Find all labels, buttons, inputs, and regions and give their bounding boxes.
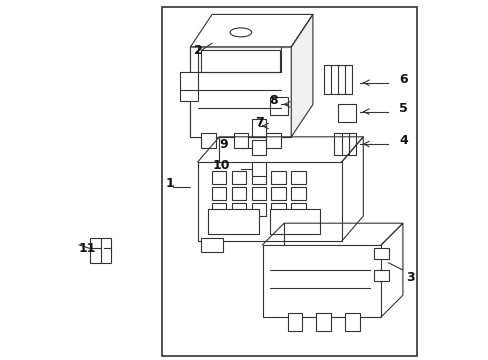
Bar bbox=[201, 50, 280, 72]
Bar bbox=[291, 187, 305, 200]
Bar bbox=[271, 171, 285, 184]
Bar bbox=[269, 209, 320, 234]
Bar bbox=[251, 119, 265, 137]
Bar bbox=[373, 248, 387, 259]
Bar bbox=[231, 187, 246, 200]
Polygon shape bbox=[291, 14, 312, 137]
Bar bbox=[201, 133, 215, 148]
Bar bbox=[162, 7, 416, 356]
Bar bbox=[345, 313, 359, 331]
Bar bbox=[251, 162, 265, 176]
Bar bbox=[197, 162, 341, 241]
Bar bbox=[251, 140, 265, 155]
Text: 3: 3 bbox=[406, 271, 414, 284]
Polygon shape bbox=[190, 14, 312, 47]
Text: 6: 6 bbox=[399, 73, 407, 86]
Bar bbox=[212, 203, 226, 216]
Text: 8: 8 bbox=[269, 94, 278, 107]
Text: 5: 5 bbox=[399, 102, 407, 114]
Bar bbox=[291, 203, 305, 216]
Bar bbox=[291, 171, 305, 184]
Bar bbox=[251, 171, 265, 184]
Text: 10: 10 bbox=[212, 159, 229, 172]
Text: 7: 7 bbox=[255, 116, 264, 129]
Bar bbox=[231, 203, 246, 216]
Bar bbox=[89, 238, 111, 263]
Bar bbox=[208, 209, 258, 234]
Bar bbox=[251, 187, 265, 200]
Bar bbox=[179, 72, 197, 101]
Text: 1: 1 bbox=[165, 177, 174, 190]
Text: 4: 4 bbox=[399, 134, 407, 147]
Bar bbox=[212, 171, 226, 184]
Bar bbox=[201, 238, 223, 252]
Bar bbox=[337, 104, 355, 122]
Bar bbox=[287, 313, 302, 331]
Bar bbox=[251, 203, 265, 216]
Bar bbox=[262, 245, 381, 317]
Bar bbox=[190, 47, 291, 137]
Bar bbox=[271, 187, 285, 200]
Bar bbox=[271, 203, 285, 216]
Bar bbox=[233, 133, 247, 148]
Bar bbox=[212, 187, 226, 200]
Bar bbox=[265, 133, 280, 148]
Text: 11: 11 bbox=[79, 242, 96, 255]
Bar bbox=[269, 97, 287, 115]
Bar bbox=[373, 270, 387, 281]
Bar bbox=[316, 313, 330, 331]
Text: 9: 9 bbox=[219, 138, 227, 150]
Bar bbox=[334, 133, 355, 155]
Text: 2: 2 bbox=[194, 44, 203, 57]
Bar bbox=[231, 171, 246, 184]
Ellipse shape bbox=[230, 28, 251, 37]
Bar bbox=[190, 47, 291, 137]
